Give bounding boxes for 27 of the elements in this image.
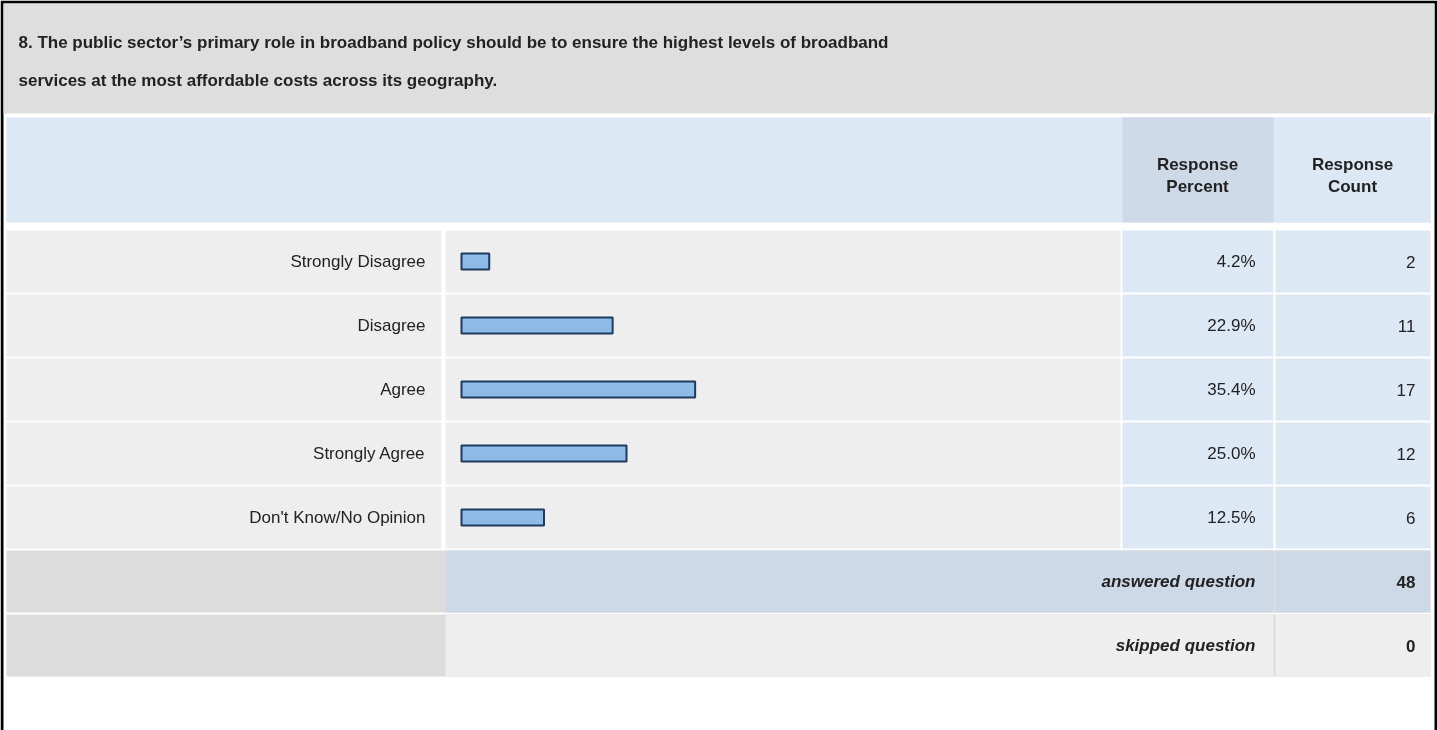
- text: 11: [1397, 316, 1416, 336]
- y-tick-label: Strongly Disagree: [290, 252, 426, 271]
- text: 12: [1396, 444, 1416, 464]
- text: answered question: [1101, 572, 1256, 591]
- text: 0: [1406, 636, 1416, 656]
- bar: [460, 316, 614, 335]
- text: Response Percent: [1156, 154, 1239, 197]
- data-label: 12.5%: [1207, 508, 1256, 527]
- data-label: 35.4%: [1207, 380, 1256, 399]
- data-label: 22.9%: [1207, 316, 1256, 335]
- text: 6: [1406, 508, 1416, 528]
- text: Response Count: [1311, 154, 1394, 197]
- bar: [460, 444, 628, 463]
- text: skipped question: [1115, 636, 1256, 655]
- y-tick-label: Agree: [380, 380, 426, 399]
- chart-title: 8. The public sector’s primary role in broadband policy should be to ensure the highest levels of broadband services at the most affordable costs across its geography.: [18, 33, 889, 90]
- y-tick-label: Disagree: [357, 316, 426, 335]
- text: 2: [1406, 252, 1416, 272]
- data-label: 4.2%: [1216, 252, 1256, 271]
- data-label: 25.0%: [1207, 444, 1256, 463]
- y-tick-label: Strongly Agree: [313, 444, 425, 463]
- bar: [460, 252, 491, 271]
- y-tick-label: Don't Know/No Opinion: [249, 508, 426, 527]
- text: 48: [1396, 572, 1416, 592]
- text: 17: [1396, 380, 1416, 400]
- bar: [460, 508, 545, 527]
- bar: [460, 380, 697, 399]
